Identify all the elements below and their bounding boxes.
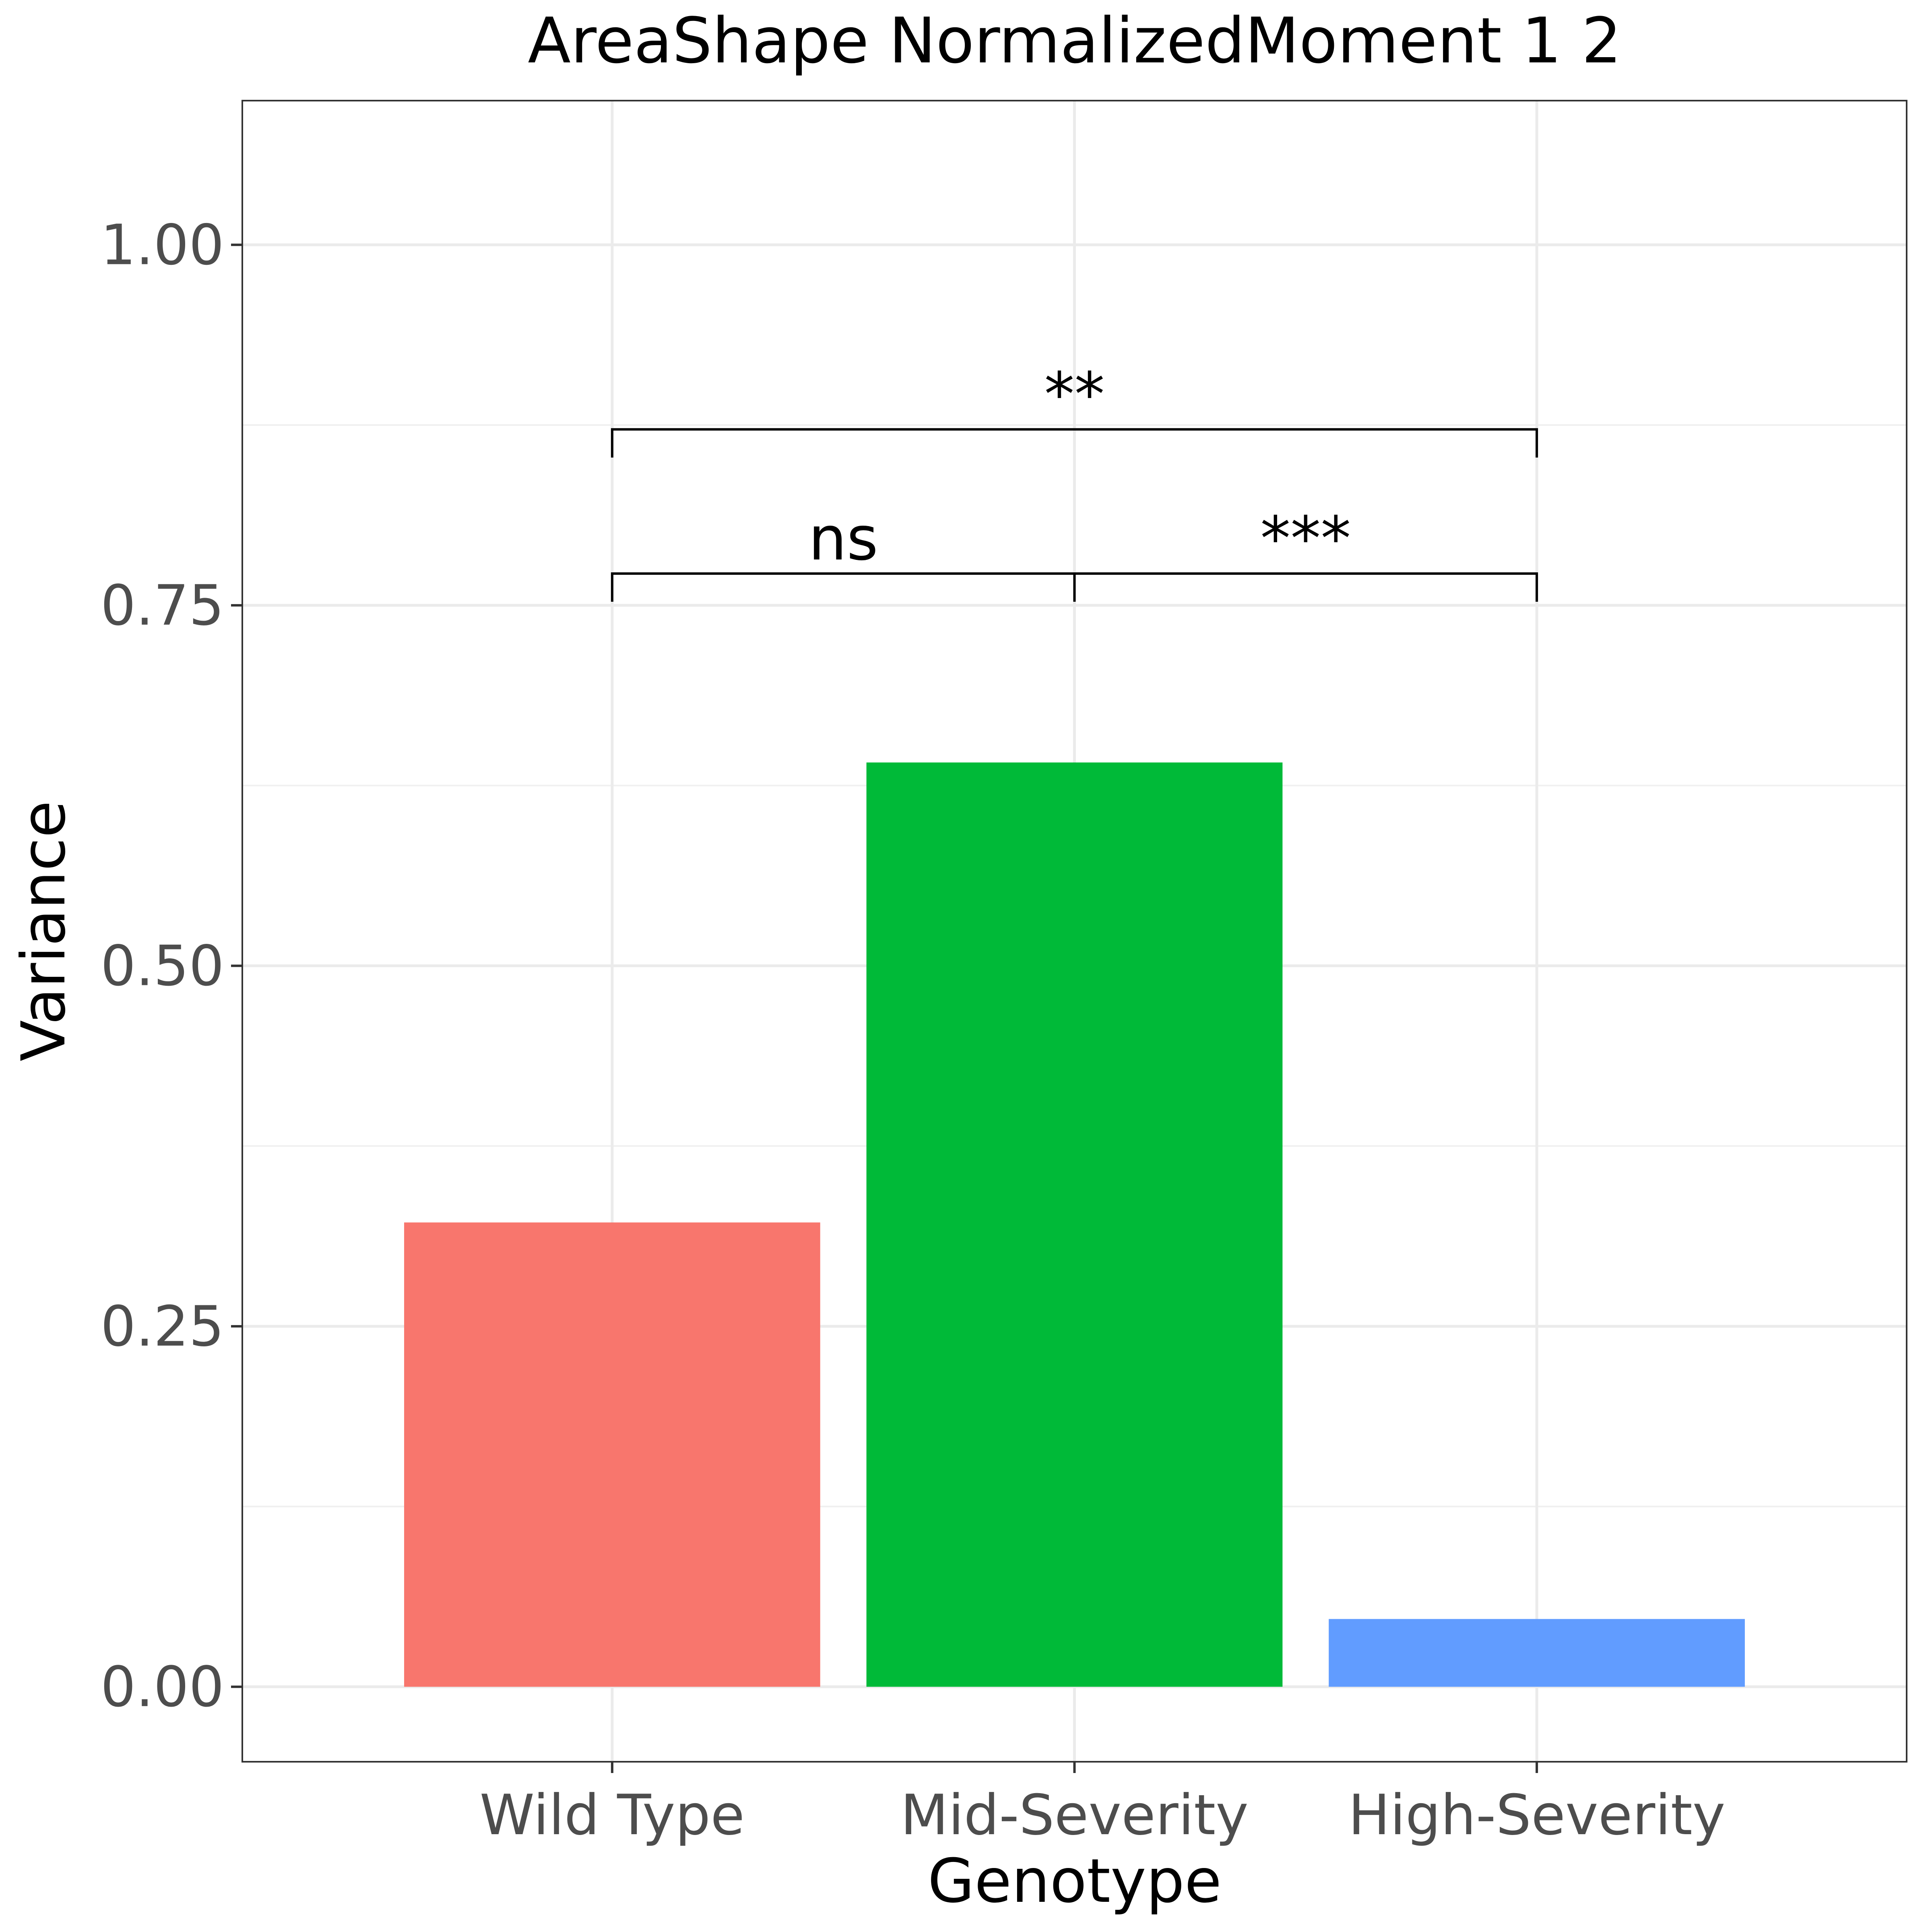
x-tick-label: High-Severity <box>1348 1783 1726 1847</box>
bar-mid-severity <box>866 762 1283 1687</box>
significance-label: ns <box>809 504 878 574</box>
significance-bracket <box>611 428 1538 458</box>
bar-high-severity <box>1329 1619 1745 1687</box>
x-tick-label: Mid-Severity <box>900 1783 1249 1847</box>
y-tick-label: 0.25 <box>101 1294 224 1359</box>
y-axis-title: Variance <box>9 801 79 1061</box>
y-tick-label: 0.50 <box>101 933 224 998</box>
bars <box>404 762 1745 1687</box>
significance-label: ** <box>1044 360 1105 430</box>
bar-wild-type <box>404 1222 820 1687</box>
significance-annotations: ns ***** <box>611 360 1538 602</box>
y-tick-label: 0.00 <box>101 1655 224 1719</box>
chart-title: AreaShape NormalizedMoment 1 2 <box>528 4 1621 77</box>
x-tick-label: Wild Type <box>480 1783 745 1847</box>
significance-label: *** <box>1260 504 1351 574</box>
axes: 0.00 0.25 0.50 0.75 1.00 Wild Type Mid-Severit… <box>101 213 1726 1847</box>
significance-bracket <box>1073 572 1538 602</box>
y-tick-label: 1.00 <box>101 213 224 277</box>
y-tick-label: 0.75 <box>101 573 224 638</box>
x-axis-title: Genotype <box>928 1846 1222 1916</box>
